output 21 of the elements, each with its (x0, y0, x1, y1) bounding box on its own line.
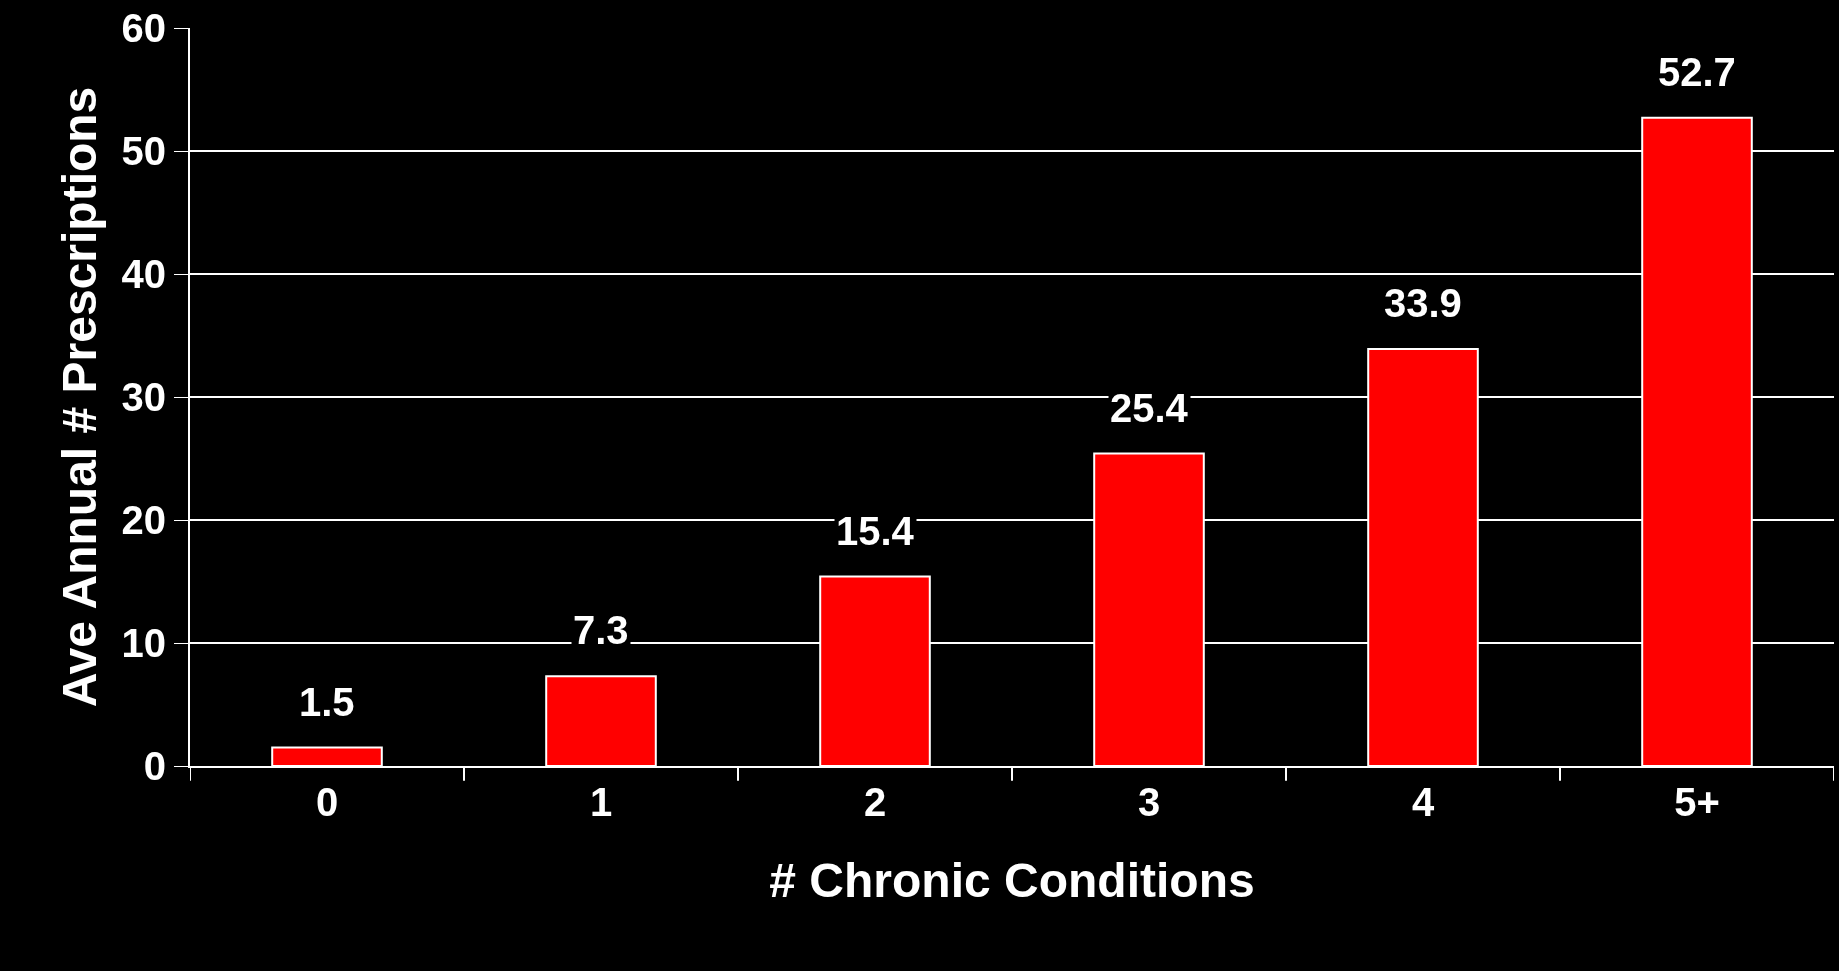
y-tick-label: 40 (121, 252, 166, 296)
x-tick-label: 3 (1137, 780, 1161, 824)
y-tick-label: 20 (121, 498, 166, 542)
x-tick-label: 4 (1411, 780, 1435, 824)
y-tick-label: 0 (143, 744, 166, 788)
x-tick-label: 1 (589, 780, 613, 824)
x-tick-label: 5+ (1674, 780, 1720, 824)
data-label: 1.5 (299, 680, 355, 724)
y-tick-label: 60 (121, 6, 166, 50)
x-tick-label: 2 (863, 780, 887, 824)
x-tick-label: 0 (315, 780, 339, 824)
y-tick-label: 10 (121, 621, 166, 665)
data-label: 33.9 (1384, 281, 1462, 325)
y-axis-title: Ave Annual # Prescriptions (52, 86, 106, 708)
y-tick-label: 30 (121, 375, 166, 419)
x-axis-title: # Chronic Conditions (769, 853, 1255, 907)
data-label: 25.4 (1110, 386, 1189, 430)
data-label: 7.3 (573, 608, 629, 652)
data-label: 52.7 (1658, 50, 1736, 94)
y-tick-label: 50 (121, 129, 166, 173)
data-label: 15.4 (836, 509, 915, 553)
